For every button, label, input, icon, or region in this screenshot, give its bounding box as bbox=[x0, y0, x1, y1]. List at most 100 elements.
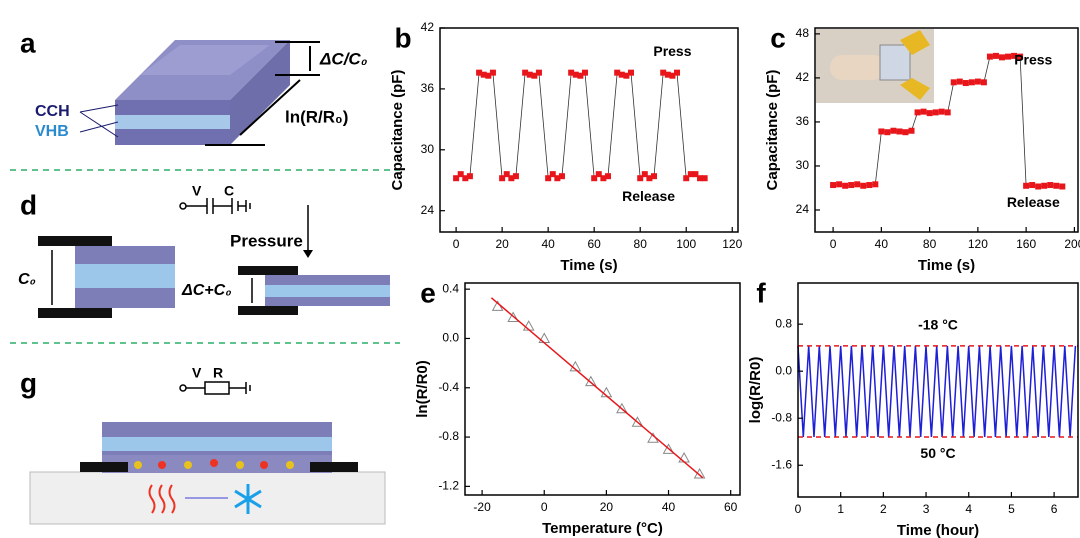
label: V bbox=[192, 365, 202, 381]
marker bbox=[674, 69, 681, 76]
marker bbox=[453, 175, 460, 182]
panel-letter: d bbox=[20, 189, 37, 220]
x-tick-label: 0 bbox=[795, 502, 802, 516]
y-tick-label: 0.8 bbox=[775, 316, 792, 330]
x-tick-label: 4 bbox=[965, 502, 972, 516]
marker bbox=[526, 71, 533, 78]
marker bbox=[974, 78, 981, 85]
marker bbox=[600, 386, 613, 398]
data-line bbox=[797, 345, 1077, 438]
marker bbox=[584, 375, 597, 387]
x-tick-label: 20 bbox=[600, 500, 614, 514]
annotation: -18 °C bbox=[918, 317, 958, 333]
marker bbox=[662, 443, 675, 454]
annotation: Release bbox=[622, 188, 675, 204]
marker bbox=[623, 72, 630, 79]
data-line bbox=[455, 72, 705, 180]
marker bbox=[631, 416, 644, 427]
x-tick-label: 40 bbox=[541, 237, 555, 251]
marker bbox=[890, 127, 897, 134]
marker bbox=[637, 175, 644, 182]
marker bbox=[660, 69, 667, 76]
x-tick-label: 3 bbox=[923, 502, 930, 516]
y-tick-label: -0.8 bbox=[438, 429, 459, 443]
marker bbox=[848, 182, 855, 189]
marker bbox=[692, 171, 699, 178]
panel-letter: f bbox=[756, 277, 766, 308]
circuit bbox=[179, 198, 251, 214]
y-tick-label: 42 bbox=[421, 20, 435, 34]
marker bbox=[466, 173, 473, 180]
marker bbox=[480, 71, 487, 78]
marker bbox=[980, 79, 987, 86]
marker bbox=[503, 171, 510, 178]
marker bbox=[651, 173, 658, 180]
marker bbox=[914, 109, 921, 116]
x-tick-label: 0 bbox=[453, 237, 460, 251]
label: ΔC+C₀ bbox=[181, 282, 232, 299]
plot-frame bbox=[464, 282, 741, 496]
marker bbox=[932, 109, 939, 116]
marker bbox=[600, 175, 607, 182]
marker bbox=[595, 171, 602, 178]
marker bbox=[1005, 53, 1012, 60]
marker bbox=[697, 175, 704, 182]
marker bbox=[549, 171, 556, 178]
y-axis-label: Capacitance (pF) bbox=[764, 70, 781, 191]
x-tick-label: 6 bbox=[1051, 502, 1058, 516]
marker bbox=[669, 72, 676, 79]
marker bbox=[836, 181, 843, 188]
marker bbox=[535, 69, 542, 76]
x-tick-label: 2 bbox=[880, 502, 887, 516]
marker bbox=[683, 175, 690, 182]
inset-photo bbox=[816, 29, 934, 103]
label: ln(R/R₀) bbox=[285, 107, 348, 126]
marker bbox=[896, 128, 903, 135]
marker bbox=[920, 108, 927, 115]
label: V bbox=[192, 183, 202, 199]
y-axis-label: Capacitance (pF) bbox=[389, 70, 406, 191]
marker bbox=[499, 175, 506, 182]
marker bbox=[627, 69, 634, 76]
x-axis-label: Time (hour) bbox=[897, 522, 979, 538]
label: VHB bbox=[35, 123, 69, 140]
marker bbox=[572, 71, 579, 78]
plot-frame bbox=[439, 27, 739, 233]
marker bbox=[908, 127, 915, 134]
marker bbox=[507, 311, 520, 323]
marker bbox=[830, 182, 837, 189]
marker bbox=[558, 173, 565, 180]
y-tick-label: -0.8 bbox=[771, 410, 792, 424]
marker bbox=[512, 173, 519, 180]
marker bbox=[1053, 182, 1060, 189]
marker bbox=[687, 171, 694, 178]
marker bbox=[1029, 182, 1036, 189]
data-line bbox=[490, 297, 704, 479]
marker bbox=[1059, 183, 1066, 190]
x-tick-label: 200 bbox=[1064, 237, 1080, 251]
label: Pressure bbox=[230, 231, 303, 250]
plot-frame bbox=[814, 27, 1079, 233]
marker bbox=[591, 175, 598, 182]
y-tick-label: 36 bbox=[796, 114, 810, 128]
annotation: 50 °C bbox=[920, 445, 955, 461]
x-tick-label: 5 bbox=[1008, 502, 1015, 516]
marker bbox=[462, 175, 469, 182]
marker bbox=[489, 69, 496, 76]
marker bbox=[646, 175, 653, 182]
y-tick-label: 42 bbox=[796, 70, 810, 84]
x-tick-label: 120 bbox=[722, 237, 742, 251]
marker bbox=[1041, 182, 1048, 189]
marker bbox=[616, 402, 628, 414]
x-axis-label: Time (s) bbox=[918, 257, 975, 274]
label: C bbox=[224, 183, 234, 199]
arrow-head bbox=[303, 250, 313, 258]
y-tick-label: -0.4 bbox=[438, 380, 459, 394]
marker bbox=[508, 175, 515, 182]
marker bbox=[872, 181, 879, 188]
marker bbox=[678, 451, 690, 463]
marker bbox=[842, 182, 849, 189]
marker bbox=[1035, 183, 1042, 190]
marker bbox=[1023, 182, 1030, 189]
marker bbox=[614, 69, 621, 76]
